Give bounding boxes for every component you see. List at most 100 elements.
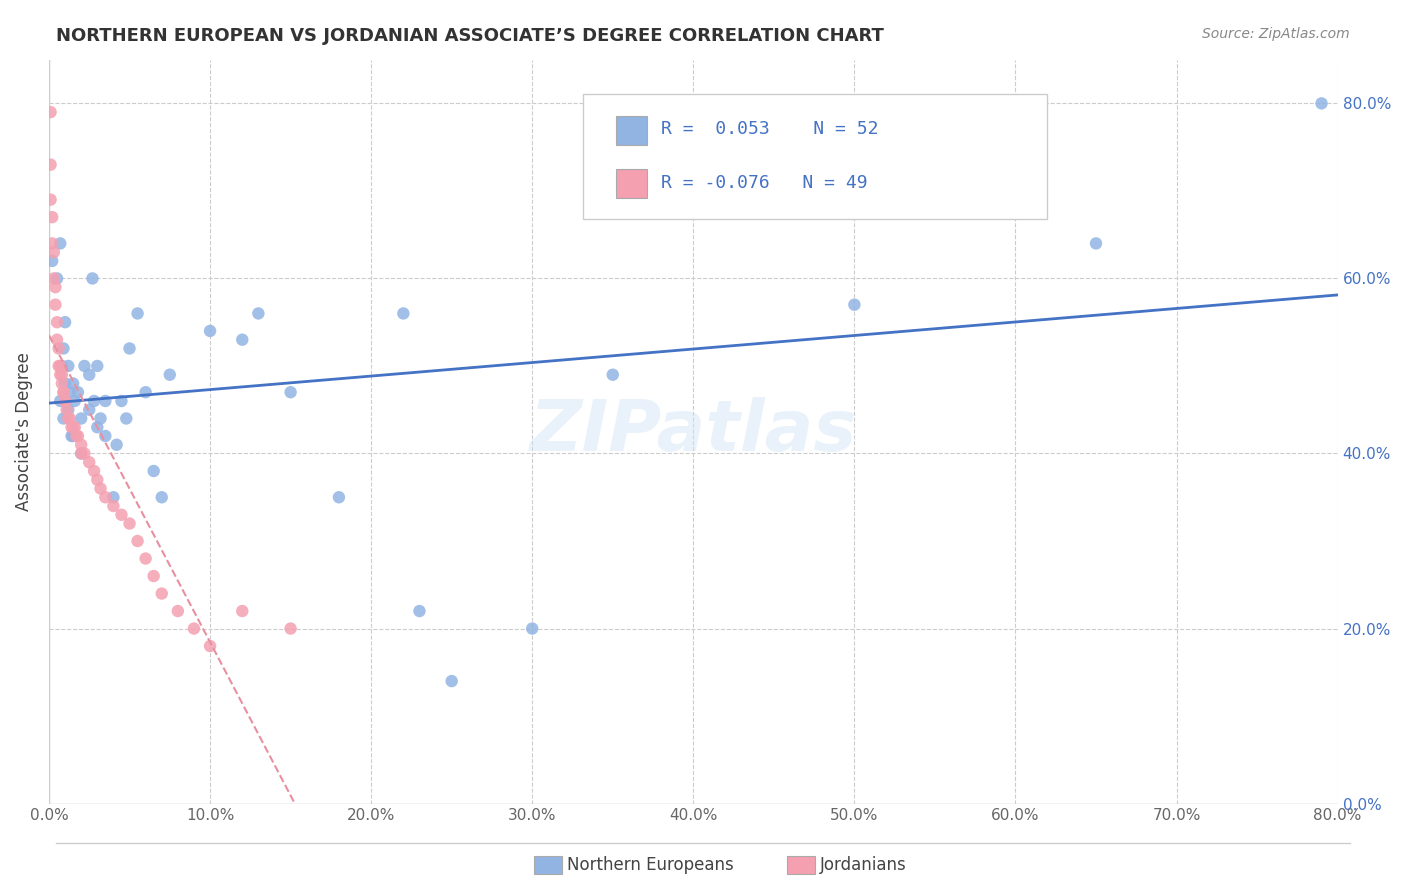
- Point: [58, 402, 80, 417]
- Point: [166, 604, 188, 618]
- Point: [59, 411, 82, 425]
- Point: [41, 254, 63, 268]
- Point: [73, 359, 96, 373]
- Point: [66, 385, 89, 400]
- Point: [51, 359, 73, 373]
- Point: [89, 482, 111, 496]
- Point: [46, 315, 69, 329]
- Point: [1310, 96, 1333, 111]
- Point: [58, 411, 80, 425]
- Point: [440, 674, 463, 689]
- Point: [77, 455, 100, 469]
- Text: Jordanians: Jordanians: [820, 856, 907, 874]
- Point: [103, 490, 125, 504]
- Point: [73, 446, 96, 460]
- Point: [77, 402, 100, 417]
- Point: [135, 385, 157, 400]
- Point: [183, 622, 205, 636]
- Point: [392, 306, 415, 320]
- Point: [46, 333, 69, 347]
- Point: [110, 394, 132, 409]
- Point: [42, 245, 65, 260]
- Point: [280, 385, 302, 400]
- Point: [63, 420, 86, 434]
- Point: [48, 342, 70, 356]
- Point: [52, 411, 75, 425]
- Point: [844, 298, 866, 312]
- Point: [86, 359, 108, 373]
- Point: [83, 394, 105, 409]
- Point: [231, 604, 253, 618]
- Point: [115, 411, 138, 425]
- Text: Source: ZipAtlas.com: Source: ZipAtlas.com: [1202, 27, 1350, 41]
- Point: [105, 438, 128, 452]
- Point: [39, 158, 62, 172]
- Point: [70, 411, 93, 425]
- Point: [94, 394, 117, 409]
- Point: [77, 368, 100, 382]
- Point: [127, 306, 149, 320]
- Point: [127, 534, 149, 549]
- Point: [94, 429, 117, 443]
- Point: [231, 333, 253, 347]
- Point: [55, 402, 77, 417]
- Point: [522, 622, 544, 636]
- Point: [51, 368, 73, 382]
- Point: [66, 429, 89, 443]
- Point: [82, 271, 104, 285]
- Point: [41, 236, 63, 251]
- Point: [142, 569, 165, 583]
- Point: [70, 446, 93, 460]
- Text: R =  0.053    N = 52: R = 0.053 N = 52: [661, 120, 879, 138]
- Point: [63, 394, 86, 409]
- Y-axis label: Associate's Degree: Associate's Degree: [15, 352, 32, 511]
- Text: R = -0.076   N = 49: R = -0.076 N = 49: [661, 174, 868, 192]
- Text: Northern Europeans: Northern Europeans: [567, 856, 734, 874]
- Point: [70, 446, 93, 460]
- Text: ZIPatlas: ZIPatlas: [530, 397, 858, 467]
- Point: [247, 306, 270, 320]
- Point: [46, 271, 69, 285]
- Point: [39, 193, 62, 207]
- Point: [103, 499, 125, 513]
- Text: NORTHERN EUROPEAN VS JORDANIAN ASSOCIATE’S DEGREE CORRELATION CHART: NORTHERN EUROPEAN VS JORDANIAN ASSOCIATE…: [56, 27, 884, 45]
- Point: [53, 394, 76, 409]
- Point: [198, 324, 221, 338]
- Point: [58, 359, 80, 373]
- Point: [53, 315, 76, 329]
- Point: [62, 429, 84, 443]
- Point: [1085, 236, 1108, 251]
- Point: [150, 490, 173, 504]
- Point: [44, 298, 66, 312]
- Point: [52, 385, 75, 400]
- Point: [48, 359, 70, 373]
- Point: [118, 516, 141, 531]
- Point: [60, 420, 83, 434]
- Point: [280, 622, 302, 636]
- Point: [110, 508, 132, 522]
- Point: [60, 429, 83, 443]
- Point: [150, 586, 173, 600]
- Point: [83, 464, 105, 478]
- Point: [53, 376, 76, 391]
- Point: [135, 551, 157, 566]
- Point: [52, 385, 75, 400]
- Point: [86, 420, 108, 434]
- Point: [49, 368, 72, 382]
- Point: [53, 394, 76, 409]
- Point: [42, 271, 65, 285]
- Point: [159, 368, 181, 382]
- Point: [49, 236, 72, 251]
- Point: [62, 420, 84, 434]
- Point: [408, 604, 430, 618]
- Point: [49, 394, 72, 409]
- Point: [62, 376, 84, 391]
- Point: [89, 411, 111, 425]
- Point: [142, 464, 165, 478]
- Point: [118, 342, 141, 356]
- Point: [65, 429, 87, 443]
- Point: [44, 280, 66, 294]
- Point: [51, 376, 73, 391]
- Point: [59, 385, 82, 400]
- Point: [602, 368, 624, 382]
